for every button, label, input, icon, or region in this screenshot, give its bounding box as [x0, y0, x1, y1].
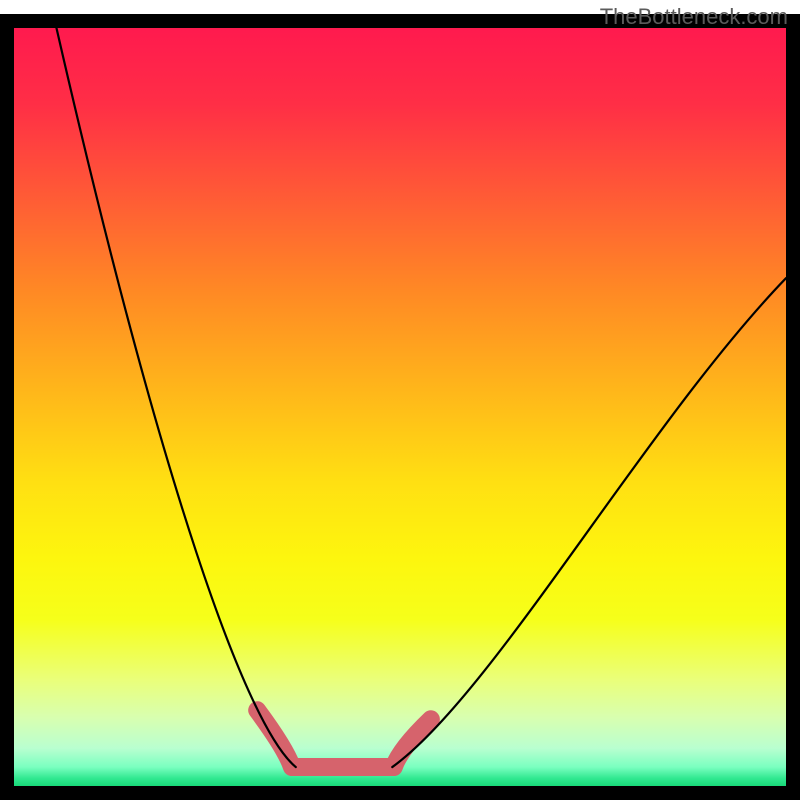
gradient-background: [14, 28, 786, 786]
bottleneck-curve-chart: [0, 0, 800, 800]
chart-frame: TheBottleneck.com: [0, 0, 800, 800]
